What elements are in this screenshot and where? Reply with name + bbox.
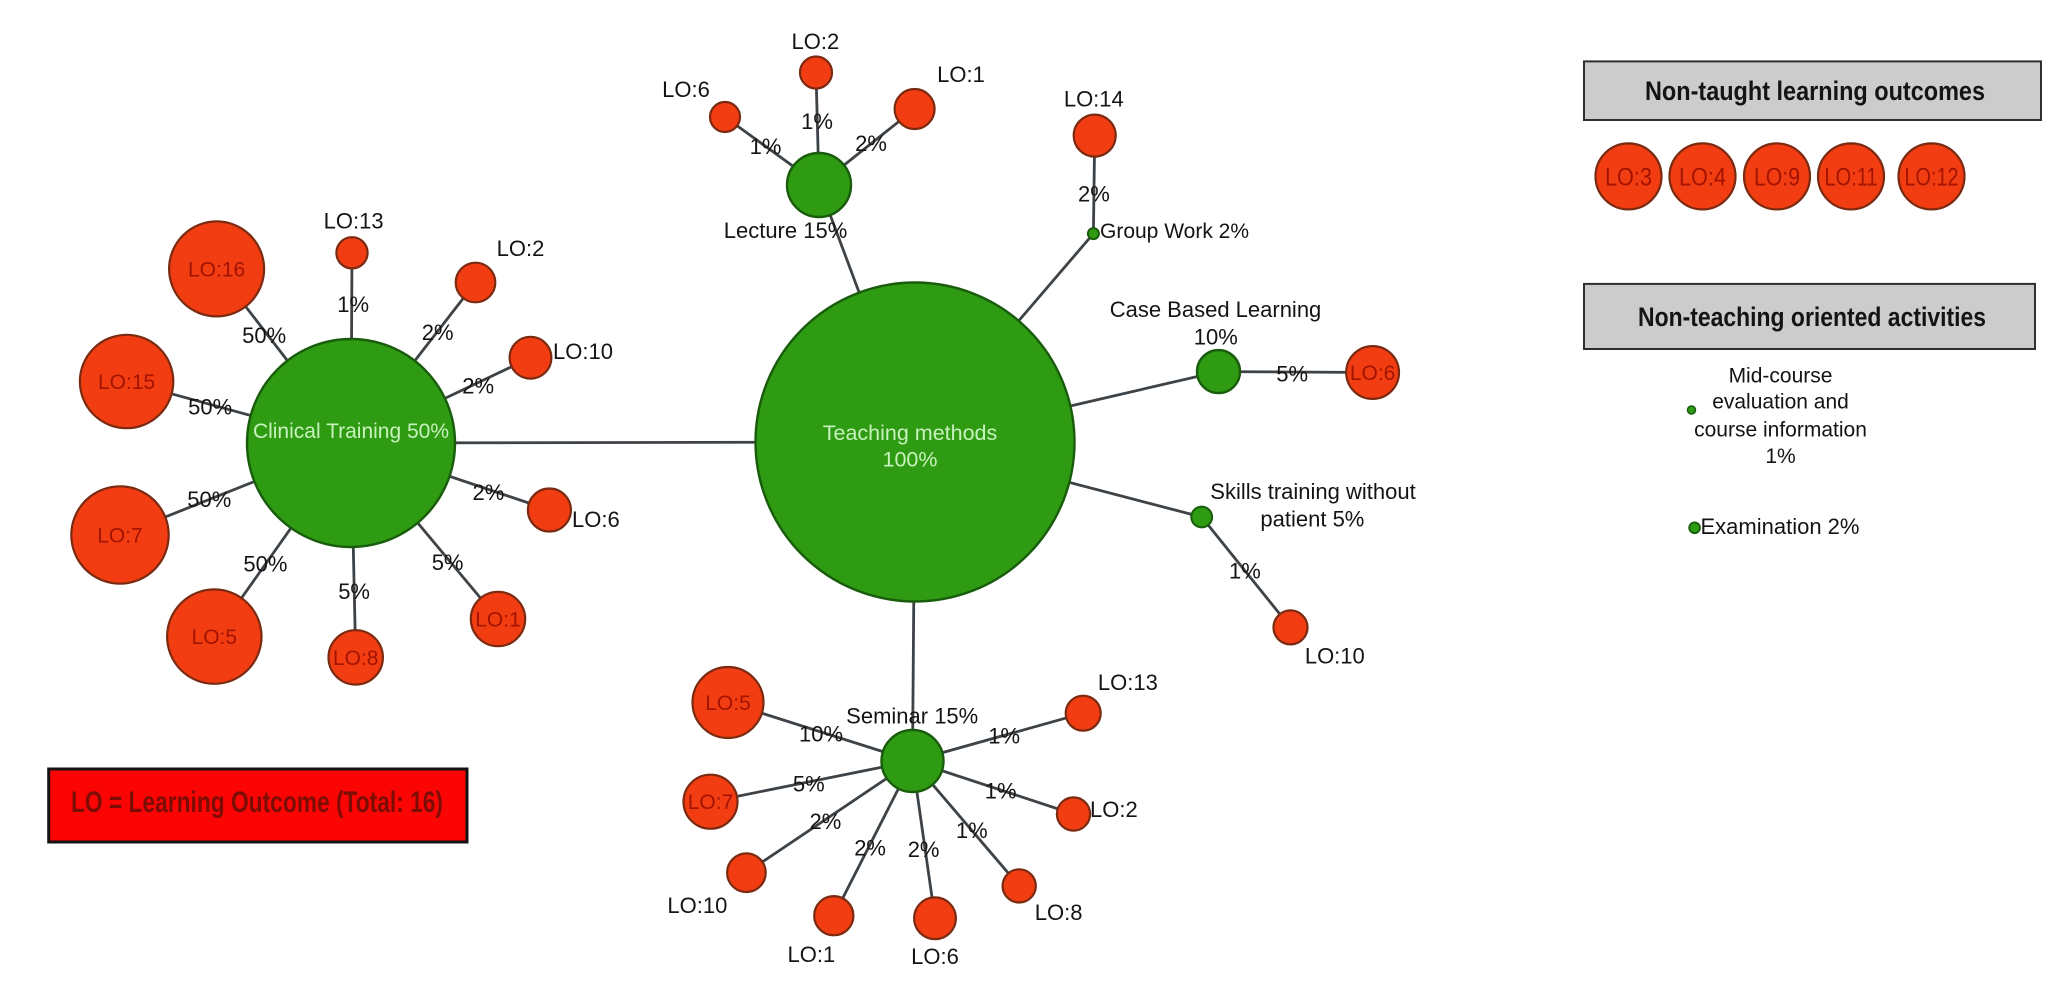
svg-text:LO:11: LO:11 [1825,163,1878,191]
svg-text:50%: 50% [242,323,286,348]
svg-text:LO:10: LO:10 [667,893,727,918]
svg-text:LO:2: LO:2 [1090,797,1138,822]
svg-text:10%: 10% [799,722,843,747]
svg-text:10%: 10% [1194,325,1238,350]
svg-text:LO:7: LO:7 [688,791,734,814]
svg-text:LO:14: LO:14 [1064,87,1124,112]
svg-text:LO:10: LO:10 [1305,644,1365,669]
svg-text:patient 5%: patient 5% [1260,507,1364,532]
svg-text:Clinical Training 50%: Clinical Training 50% [253,420,449,443]
svg-text:1%: 1% [956,818,988,843]
svg-text:5%: 5% [432,550,464,575]
svg-text:Non-teaching oriented activiti: Non-teaching oriented activities [1638,302,1986,332]
svg-text:Examination 2%: Examination 2% [1701,514,1860,539]
svg-text:LO:9: LO:9 [1754,163,1800,191]
svg-text:LO:5: LO:5 [705,692,751,715]
svg-text:LO:7: LO:7 [97,525,143,548]
svg-text:LO:6: LO:6 [572,507,620,532]
svg-text:Mid-course: Mid-course [1729,364,1833,387]
svg-text:Case Based Learning: Case Based Learning [1110,297,1322,322]
svg-text:LO:2: LO:2 [792,29,840,54]
svg-text:evaluation and: evaluation and [1712,391,1849,414]
svg-text:LO:3: LO:3 [1605,163,1652,191]
svg-text:2%: 2% [908,837,940,862]
svg-text:1%: 1% [1765,445,1795,468]
svg-text:Non-taught learning outcomes: Non-taught learning outcomes [1645,76,1985,106]
svg-text:Seminar 15%: Seminar 15% [846,704,978,729]
svg-text:Skills training without: Skills training without [1210,479,1415,504]
svg-text:50%: 50% [188,395,232,420]
svg-text:LO:10: LO:10 [553,339,613,364]
svg-text:1%: 1% [988,723,1020,748]
svg-text:LO:8: LO:8 [1035,900,1083,925]
svg-text:1%: 1% [1229,559,1261,584]
svg-text:2%: 2% [1078,182,1110,207]
svg-text:100%: 100% [883,447,938,471]
svg-text:5%: 5% [338,579,370,604]
svg-text:LO:5: LO:5 [192,626,238,649]
svg-text:LO = Learning Outcome (Total:: LO = Learning Outcome (Total: 16) [71,786,443,819]
svg-text:LO:4: LO:4 [1679,163,1726,191]
svg-text:LO:13: LO:13 [324,209,384,234]
svg-text:LO:6: LO:6 [1350,362,1396,385]
svg-text:LO:2: LO:2 [497,236,545,261]
svg-text:1%: 1% [801,109,833,134]
svg-text:LO:6: LO:6 [662,77,710,102]
svg-text:LO:1: LO:1 [788,942,836,967]
svg-text:Teaching methods: Teaching methods [823,421,998,445]
svg-text:LO:1: LO:1 [475,609,521,632]
svg-text:LO:6: LO:6 [911,944,959,969]
svg-text:2%: 2% [473,480,505,505]
svg-text:course information: course information [1694,419,1867,442]
svg-text:5%: 5% [793,772,825,797]
svg-text:1%: 1% [985,779,1017,804]
svg-text:5%: 5% [1276,362,1308,387]
svg-text:50%: 50% [243,552,287,577]
svg-text:LO:1: LO:1 [937,62,985,87]
svg-text:LO:12: LO:12 [1905,163,1959,191]
svg-text:LO:13: LO:13 [1098,670,1158,695]
svg-text:2%: 2% [854,836,886,861]
svg-text:LO:15: LO:15 [98,371,155,394]
svg-text:LO:8: LO:8 [333,647,379,670]
svg-text:2%: 2% [462,374,494,399]
svg-text:Lecture 15%: Lecture 15% [724,218,848,243]
svg-text:LO:16: LO:16 [188,258,245,281]
svg-text:2%: 2% [855,131,887,156]
svg-text:1%: 1% [750,134,782,159]
svg-text:2%: 2% [422,320,454,345]
svg-text:1%: 1% [337,292,369,317]
svg-text:50%: 50% [187,487,231,512]
svg-text:2%: 2% [810,809,842,834]
svg-text:Group Work 2%: Group Work 2% [1100,220,1249,243]
